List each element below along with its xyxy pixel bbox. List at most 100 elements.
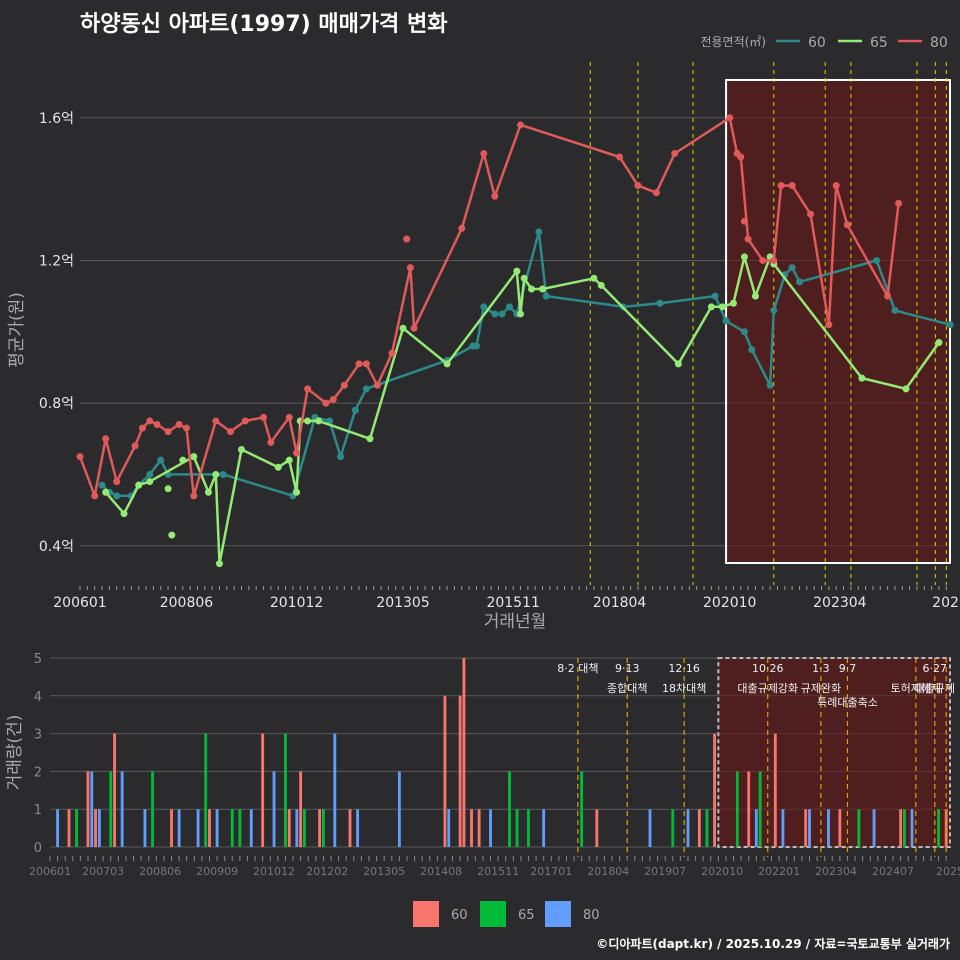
bar-x-tick-label: 201305: [363, 865, 405, 878]
data-point-80: [895, 199, 903, 207]
data-point-60: [480, 303, 488, 311]
bar-60: [899, 809, 903, 847]
bar-60: [462, 658, 466, 847]
bar-60: [170, 809, 173, 847]
event-date-label: 9·7: [839, 662, 857, 675]
event-date-label: 10·26: [752, 662, 784, 675]
data-point-65: [274, 463, 282, 471]
bar-80: [447, 809, 451, 847]
data-point-80: [241, 417, 249, 425]
data-point-80: [737, 153, 745, 161]
bar-60: [348, 809, 352, 847]
bar-y-tick-label: 2: [34, 765, 42, 780]
y-axis-label: 평균가(원): [7, 292, 27, 368]
bar-80: [177, 809, 181, 847]
y-tick-label: 0.8억: [39, 396, 74, 412]
data-point-65: [718, 303, 726, 311]
bar-80: [90, 771, 94, 847]
bar-60: [261, 733, 265, 847]
data-point-80: [362, 360, 370, 368]
data-point-65: [513, 267, 521, 275]
bar-65: [515, 809, 519, 847]
data-point-60: [770, 306, 778, 314]
data-point-80: [726, 114, 734, 122]
data-point-80: [76, 453, 84, 461]
bar-65: [508, 771, 511, 847]
bar-60: [94, 809, 97, 847]
bottom-legend-swatch-80: [545, 901, 571, 927]
data-point-65: [238, 445, 246, 453]
data-point-60: [351, 406, 359, 414]
data-point-60: [535, 228, 543, 236]
bar-80: [808, 809, 811, 847]
x-tick-label: 202304: [813, 595, 867, 611]
data-point-65: [935, 338, 943, 346]
x-tick-label: 201012: [270, 595, 323, 611]
data-point-80: [102, 435, 110, 443]
data-point-60: [219, 470, 227, 478]
data-point-65: [539, 285, 547, 293]
data-point-65: [902, 385, 910, 393]
data-point-60: [157, 456, 165, 464]
bar-60: [86, 771, 90, 847]
data-point-65: [179, 456, 187, 464]
data-point-65: [120, 510, 128, 518]
bar-60: [67, 809, 71, 847]
bar-80: [356, 809, 360, 847]
bar-y-tick-label: 3: [34, 728, 42, 743]
data-point-80: [355, 360, 363, 368]
event-name-label: 특례대출축소: [817, 696, 878, 709]
data-point-65: [751, 292, 759, 300]
data-point-65: [399, 324, 407, 332]
data-point-60: [795, 278, 803, 286]
data-point-80: [322, 399, 330, 407]
data-point-65: [443, 360, 451, 368]
bar-60: [287, 809, 291, 847]
data-point-60: [491, 310, 499, 318]
data-point-65: [315, 417, 323, 425]
bar-65: [758, 771, 762, 847]
data-point-60: [113, 492, 121, 500]
event-date-label: 9·13: [615, 662, 640, 675]
data-point-65: [215, 560, 223, 568]
data-point-80: [164, 428, 172, 436]
bottom-legend-label-65: 65: [518, 908, 535, 923]
bar-x-tick-label: 202407: [872, 865, 914, 878]
bar-x-tick-label: 200909: [196, 865, 238, 878]
event-name-label: 종합대책: [607, 682, 647, 695]
bar-65: [937, 809, 941, 847]
bar-60: [299, 771, 303, 847]
legend-label-80: 80: [930, 35, 948, 51]
data-point-80: [153, 421, 161, 429]
data-point-65: [729, 299, 737, 307]
data-point-60: [146, 470, 154, 478]
data-point-80: [825, 321, 833, 329]
bar-x-tick-label: 201408: [420, 865, 462, 878]
bar-65: [284, 733, 287, 847]
bar-60: [318, 809, 322, 847]
data-point-80: [293, 449, 301, 457]
bar-60: [804, 809, 808, 847]
bar-80: [872, 809, 876, 847]
bar-60: [944, 809, 948, 847]
bar-80: [781, 809, 785, 847]
bar-60: [697, 809, 701, 847]
bottom-legend-label-80: 80: [583, 908, 600, 923]
bar-65: [580, 771, 584, 847]
bar-65: [204, 733, 208, 847]
data-point-65: [597, 281, 605, 289]
bar-80: [295, 809, 299, 847]
event-name-label: 토허제해제: [891, 681, 942, 695]
data-point-80: [777, 182, 785, 190]
data-point-80: [788, 182, 796, 190]
data-point-80: [175, 421, 183, 429]
data-point-80: [744, 235, 752, 243]
credit-text: ©디아파트(dapt.kr) / 2025.10.29 / 자료=국토교통부 실…: [596, 937, 950, 951]
data-point-80: [884, 292, 892, 300]
data-point-80: [832, 182, 840, 190]
data-point-80: [652, 189, 660, 197]
data-point-65: [285, 456, 293, 464]
bar-80: [648, 809, 652, 847]
data-point-60: [505, 303, 513, 311]
data-point-60: [472, 342, 480, 350]
